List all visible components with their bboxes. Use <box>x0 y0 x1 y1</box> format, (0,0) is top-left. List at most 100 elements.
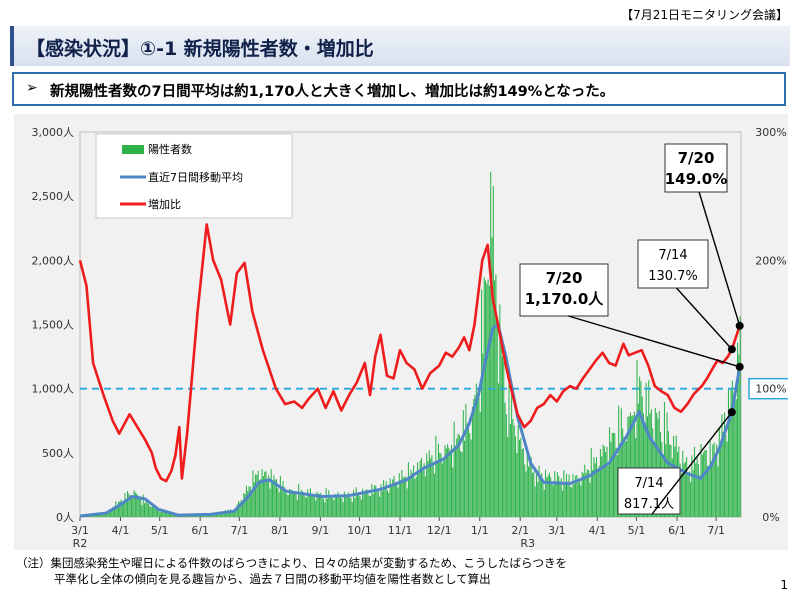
x-axis-tick-label: 6/1 <box>668 524 686 537</box>
positives-bar <box>308 495 310 517</box>
left-axis-tick-label: 3,000人 <box>32 126 75 139</box>
positives-bar <box>273 475 275 517</box>
positives-bar <box>129 495 131 517</box>
positives-bar <box>735 399 737 517</box>
positives-bar <box>448 447 450 517</box>
positives-bar <box>376 491 378 517</box>
positives-bar <box>285 491 287 517</box>
positives-bar <box>465 403 467 517</box>
positives-bar <box>686 457 688 517</box>
positives-bar <box>508 373 510 517</box>
positives-bar <box>134 492 136 517</box>
positives-bar <box>249 486 251 517</box>
positives-bar <box>564 484 566 517</box>
positives-bar <box>261 469 263 517</box>
positives-bar <box>140 499 142 517</box>
positives-bar <box>467 426 470 517</box>
positives-bar <box>255 474 257 517</box>
positives-bar <box>410 469 412 517</box>
positives-bar <box>424 476 426 517</box>
positives-bar <box>138 498 140 517</box>
positives-bar <box>155 508 157 517</box>
positives-bar <box>253 482 255 517</box>
positives-bar <box>113 509 116 517</box>
positives-bar <box>236 504 238 517</box>
callout-ratio-0714-text: 130.7% <box>648 269 698 284</box>
positives-bar <box>577 482 579 517</box>
positives-bar <box>658 410 660 517</box>
positives-bar <box>322 498 325 517</box>
positives-bar <box>406 488 408 517</box>
positives-bar <box>110 508 112 517</box>
positives-bar <box>461 452 463 517</box>
positives-bar <box>104 512 106 517</box>
reference-label: 100% <box>755 383 786 396</box>
positives-bar <box>413 465 415 517</box>
positives-bar <box>282 480 284 517</box>
positives-bar <box>454 445 456 517</box>
page-title: 【感染状況】①-1 新規陽性者数・増加比 <box>26 38 374 60</box>
positives-bar <box>504 402 506 517</box>
positives-bar <box>295 492 297 517</box>
x-axis-tick-label: 3/1 <box>71 524 89 537</box>
positives-bar <box>656 412 658 517</box>
x-axis-tick-label: 12/1 <box>427 524 452 537</box>
positives-bar <box>498 383 500 517</box>
positives-bar <box>701 455 703 517</box>
x-axis-tick-label: 7/1 <box>707 524 725 537</box>
positives-bar <box>695 463 697 517</box>
positives-bar <box>729 412 731 517</box>
positives-bar <box>324 502 326 517</box>
positives-bar <box>496 327 498 517</box>
positives-bar <box>142 494 144 517</box>
positives-bar <box>239 502 241 517</box>
positives-bar <box>562 490 564 517</box>
positives-bar <box>298 483 300 517</box>
positives-bar <box>315 500 317 517</box>
positives-bar <box>716 444 718 517</box>
positives-bar <box>555 481 557 517</box>
positives-bar <box>307 489 309 517</box>
positives-bar <box>240 500 242 517</box>
positives-bar <box>595 457 598 517</box>
positives-bar <box>641 396 643 517</box>
positives-bar <box>547 475 549 517</box>
positives-bar <box>330 497 332 517</box>
callout-ratio-0714-text: 7/14 <box>658 248 687 263</box>
positives-bar <box>346 494 348 517</box>
positives-bar <box>571 487 573 517</box>
positives-bar <box>264 471 266 517</box>
positives-bar <box>491 237 493 518</box>
positives-bar <box>471 406 473 517</box>
positives-bar <box>581 471 583 517</box>
positives-bar <box>478 386 480 517</box>
positives-bar <box>283 487 285 517</box>
positives-bar <box>294 493 296 517</box>
positives-bar <box>592 469 594 517</box>
positives-bar <box>222 511 224 517</box>
callout-avg-0714-text: 7/14 <box>634 476 663 491</box>
positives-bar <box>154 505 156 517</box>
positives-bar <box>484 280 487 517</box>
bullet-arrow-icon: ➢ <box>26 80 38 96</box>
positives-bar <box>130 495 132 517</box>
left-axis-tick-label: 0人 <box>56 511 74 524</box>
positives-bar <box>482 353 484 517</box>
positives-bar <box>347 492 349 517</box>
positives-bar <box>339 494 342 517</box>
callout-ratio-0714-leader <box>675 287 733 350</box>
annotation-point-marker <box>727 408 736 417</box>
positives-bar <box>305 497 308 517</box>
positives-bar <box>639 376 641 517</box>
positives-bar <box>584 464 586 517</box>
positives-bar <box>328 490 330 517</box>
positives-bar <box>287 495 289 517</box>
positives-bar <box>692 470 694 517</box>
left-axis-tick-label: 1,500人 <box>32 319 75 332</box>
positives-bar <box>103 513 105 517</box>
positives-bar <box>393 475 395 517</box>
positives-bar <box>588 470 590 517</box>
positives-bar <box>278 492 280 517</box>
x-axis-tick-label: 8/1 <box>271 524 289 537</box>
positives-bar <box>551 483 553 517</box>
